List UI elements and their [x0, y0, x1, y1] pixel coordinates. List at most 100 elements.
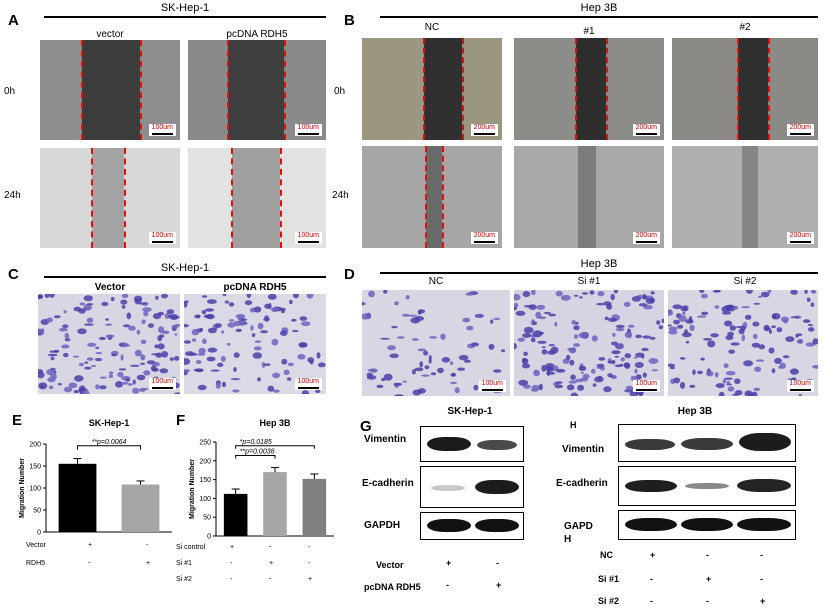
cell-dot — [577, 384, 585, 391]
cell-dot — [143, 310, 149, 317]
cell-dot — [656, 320, 661, 325]
wound-image: 100um — [188, 148, 326, 248]
cell-dot — [140, 339, 147, 344]
cell-dot — [216, 362, 224, 367]
cell-dot — [68, 382, 78, 389]
cell-dot — [638, 303, 648, 307]
cell-dot — [522, 358, 529, 365]
cell-dot — [679, 381, 686, 389]
cell-dot — [573, 294, 579, 297]
transwell-image: 100um — [668, 290, 818, 396]
panel-c-header: SK-Hep-1 — [160, 262, 210, 274]
cell-dot — [250, 325, 254, 331]
cell-dot — [755, 359, 765, 362]
cell-dot — [650, 291, 655, 295]
cell-dot — [122, 324, 131, 328]
cell-dot — [735, 326, 743, 329]
cell-dot — [538, 383, 543, 391]
cell-dot — [267, 294, 277, 300]
cell-dot — [411, 369, 416, 375]
significance-bracket — [235, 445, 315, 449]
cell-dot — [440, 333, 446, 340]
y-tick-label: 250 — [199, 440, 211, 447]
western-blot-strip — [618, 466, 796, 506]
cell-dot — [366, 375, 377, 380]
cell-dot — [752, 321, 760, 327]
chart-f: Hep 3B Migration Number 0 50 100 150 200 250 *p=… — [189, 418, 334, 541]
cell-dot — [606, 303, 613, 310]
cell-dot — [715, 383, 725, 389]
cell-dot — [155, 295, 159, 300]
cell-dot — [668, 363, 675, 367]
cell-dot — [614, 355, 619, 358]
cell-dot — [272, 389, 280, 393]
cell-dot — [554, 321, 558, 327]
cell-dot — [99, 376, 107, 379]
cell-dot — [772, 313, 777, 320]
cell-dot — [614, 364, 622, 368]
cell-dot — [692, 369, 696, 375]
cell-dot — [98, 336, 106, 341]
cell-dot — [161, 294, 168, 299]
cell-dot — [101, 301, 109, 307]
cell-dot — [668, 326, 678, 331]
cond-mark: - — [706, 550, 709, 560]
panel-d-col-si1: Si #1 — [577, 276, 601, 287]
cell-dot — [38, 371, 45, 379]
scale-bar: 100um — [632, 380, 660, 392]
cell-dot — [536, 304, 546, 310]
cell-dot — [523, 305, 534, 308]
cell-dot — [661, 318, 664, 323]
cell-dot — [227, 322, 236, 328]
cell-dot — [252, 352, 262, 359]
cell-dot — [803, 319, 811, 323]
cell-dot — [574, 334, 578, 339]
cell-dot — [567, 347, 574, 351]
cell-dot — [63, 310, 67, 314]
cell-dot — [402, 380, 407, 383]
cell-dot — [795, 333, 803, 337]
cell-dot — [718, 391, 725, 396]
cell-dot — [753, 387, 761, 391]
panel-b-row-0h: 0h — [334, 86, 346, 97]
cell-dot — [630, 375, 637, 382]
cell-dot — [229, 319, 235, 322]
cell-dot — [121, 294, 129, 299]
y-axis-label: Migration Number — [19, 458, 26, 518]
cell-dot — [405, 295, 410, 300]
cell-dot — [642, 293, 647, 299]
cell-dot — [620, 357, 625, 362]
panel-g-header: SK-Hep-1 — [447, 406, 493, 417]
cell-dot — [140, 354, 146, 361]
cell-dot — [450, 361, 454, 365]
cell-dot — [538, 316, 547, 320]
scale-bar: 100um — [148, 232, 176, 244]
cell-dot — [228, 302, 235, 307]
cell-dot — [389, 353, 399, 359]
cell-dot — [380, 337, 390, 340]
cell-dot — [607, 360, 614, 364]
cell-dot — [297, 354, 306, 360]
cell-dot — [72, 355, 80, 358]
cell-dot — [240, 318, 248, 321]
cell-dot — [450, 381, 458, 385]
cell-dot — [555, 381, 563, 384]
cell-dot — [522, 291, 531, 298]
cell-dot — [560, 294, 571, 301]
cell-dot — [206, 356, 216, 362]
cell-dot — [367, 368, 377, 372]
cell-dot — [681, 332, 692, 338]
cell-dot — [598, 357, 606, 361]
cell-dot — [768, 347, 775, 354]
cell-dot — [50, 373, 57, 380]
cell-dot — [714, 290, 721, 293]
cell-dot — [466, 325, 474, 331]
panel-b-col-nc: NC — [424, 22, 440, 33]
cell-dot — [414, 367, 424, 372]
cell-dot — [680, 305, 688, 312]
cell-dot — [110, 296, 115, 302]
cell-dot — [776, 327, 783, 333]
cell-dot — [782, 355, 790, 359]
wound-image: 200um — [362, 38, 502, 140]
panel-c-col-rdh5: pcDNA RDH5 — [223, 282, 287, 293]
